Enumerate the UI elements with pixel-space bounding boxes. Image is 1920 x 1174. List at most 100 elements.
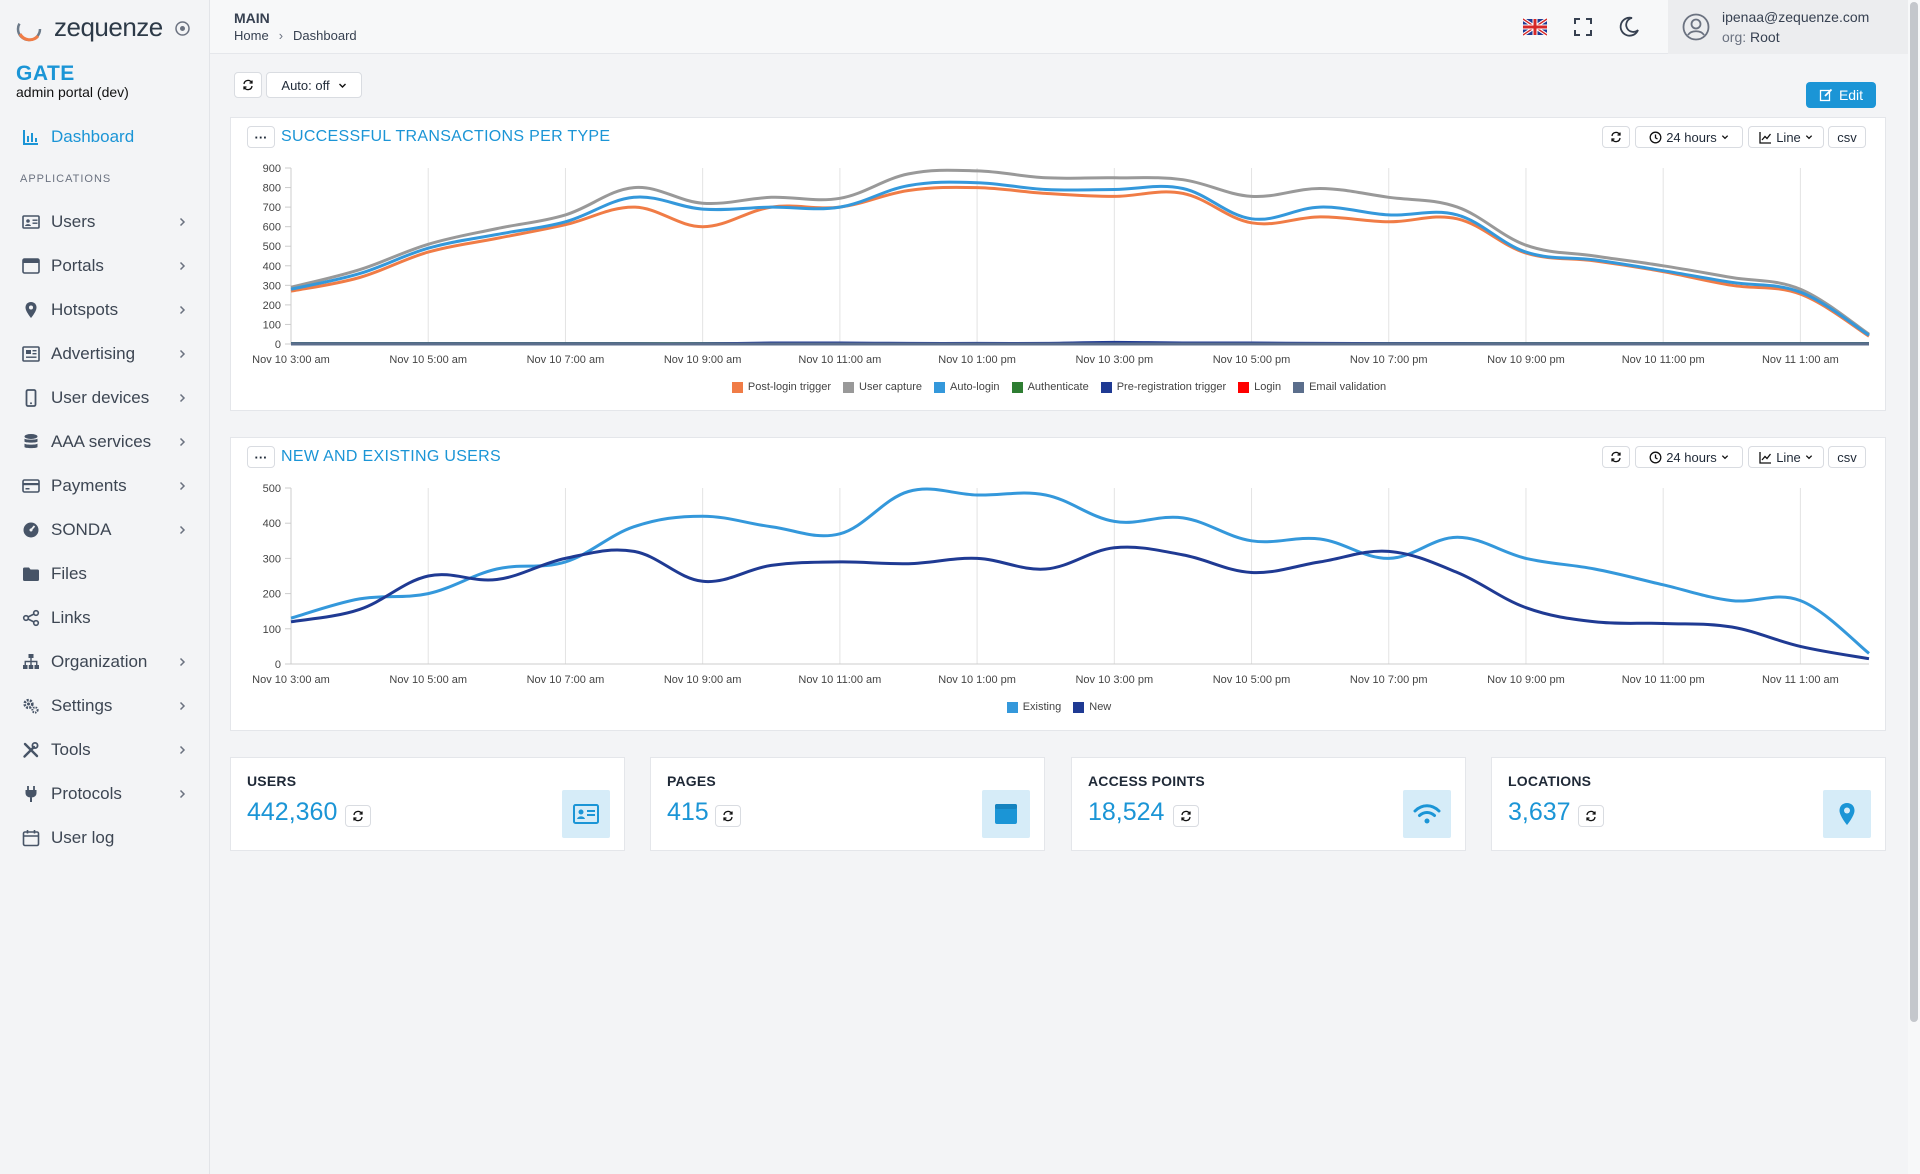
y-tick-label: 0	[275, 339, 281, 351]
sidebar-item-organization[interactable]: Organization	[0, 643, 200, 681]
legend-swatch	[843, 381, 855, 393]
legend-item[interactable]: Login	[1238, 381, 1281, 393]
sidebar-item-portals[interactable]: Portals	[0, 247, 200, 285]
logo[interactable]: zequenze	[14, 12, 199, 46]
time-range-label: 24 hours	[1666, 449, 1717, 465]
sidebar-item-label: Dashboard	[51, 127, 135, 146]
chart-type-dropdown[interactable]: Line	[1748, 446, 1824, 468]
series-line-existing[interactable]	[290, 487, 1870, 655]
uk-flag-icon[interactable]	[1523, 15, 1547, 39]
time-range-dropdown[interactable]: 24 hours	[1635, 446, 1743, 468]
breadcrumb-home[interactable]: Home	[234, 28, 269, 43]
legend-item[interactable]: Authenticate	[1011, 381, 1089, 393]
edit-dashboard-button[interactable]: Edit	[1806, 82, 1876, 108]
collapse-sidebar-icon[interactable]	[174, 20, 191, 37]
sidebar-item-user-devices[interactable]: User devices	[0, 379, 200, 417]
series-line-new[interactable]	[290, 545, 1870, 661]
x-tick-label: Nov 10 3:00 am	[252, 354, 330, 366]
chevron-down-icon	[338, 83, 346, 88]
stat-refresh-button[interactable]	[1578, 805, 1604, 827]
dark-mode-moon-icon[interactable]	[1617, 15, 1641, 39]
sidebar-item-protocols[interactable]: Protocols	[0, 775, 200, 813]
sidebar-item-hotspots[interactable]: Hotspots	[0, 291, 200, 329]
chart-refresh-button[interactable]	[1602, 446, 1630, 468]
stat-refresh-button[interactable]	[715, 805, 741, 827]
sidebar-item-label: Users	[51, 212, 96, 231]
panel-menu-button[interactable]: ···	[247, 126, 275, 148]
fullscreen-icon[interactable]	[1571, 15, 1595, 39]
y-tick-label: 800	[263, 183, 281, 195]
sidebar-item-links[interactable]: Links	[0, 599, 200, 637]
legend-item[interactable]: Pre-registration trigger	[1100, 381, 1227, 393]
chevron-down-icon	[1805, 455, 1812, 460]
auto-refresh-dropdown[interactable]: Auto: off	[266, 72, 362, 98]
x-tick-label: Nov 10 3:00 pm	[1075, 354, 1153, 366]
sidebar-item-sonda[interactable]: SONDA	[0, 511, 200, 549]
y-tick-label: 600	[263, 222, 281, 234]
sidebar-item-label: Payments	[51, 476, 127, 495]
refresh-icon	[723, 810, 733, 822]
legend-item[interactable]: Auto-login	[934, 381, 1000, 393]
chart-refresh-button[interactable]	[1602, 126, 1630, 148]
chevron-right-icon	[179, 525, 186, 535]
share-nodes-icon	[22, 609, 40, 627]
chevron-right-icon	[179, 745, 186, 755]
sidebar-item-label: Files	[51, 564, 87, 583]
series-line-user-capture[interactable]	[290, 168, 1870, 336]
chevron-right-icon	[179, 305, 186, 315]
x-tick-label: Nov 10 5:00 pm	[1213, 354, 1291, 366]
legend-item[interactable]: User capture	[843, 381, 922, 393]
refresh-icon	[1611, 451, 1621, 463]
sidebar-item-label: Portals	[51, 256, 104, 275]
sidebar-item-aaa-services[interactable]: AAA services	[0, 423, 200, 461]
sidebar-item-payments[interactable]: Payments	[0, 467, 200, 505]
legend-item[interactable]: Existing	[1006, 701, 1061, 713]
sidebar-item-label: User devices	[51, 388, 150, 407]
sidebar-item-users[interactable]: Users	[0, 203, 200, 241]
legend-label: User capture	[859, 381, 923, 393]
legend-item[interactable]: Post-login trigger	[731, 381, 831, 393]
legend-item[interactable]: New	[1073, 701, 1111, 713]
x-tick-label: Nov 10 5:00 am	[389, 674, 467, 686]
series-line-auto-login[interactable]	[290, 180, 1870, 337]
stat-refresh-button[interactable]	[345, 805, 371, 827]
legend-label: Pre-registration trigger	[1116, 381, 1227, 393]
chart-type-dropdown[interactable]: Line	[1748, 126, 1824, 148]
sidebar-item-settings[interactable]: Settings	[0, 687, 200, 725]
time-range-dropdown[interactable]: 24 hours	[1635, 126, 1743, 148]
chevron-right-icon	[179, 217, 186, 227]
sidebar-item-advertising[interactable]: Advertising	[0, 335, 200, 373]
tools-icon	[23, 742, 39, 758]
x-tick-label: Nov 10 11:00 pm	[1622, 674, 1705, 686]
id-card-icon	[562, 790, 610, 838]
chevron-down-icon	[1805, 135, 1812, 140]
user-menu[interactable]: ipenaa@zequenze.com org: Root	[1668, 0, 1908, 54]
sidebar-item-label: Tools	[51, 740, 91, 759]
line-chart-icon	[1759, 451, 1772, 464]
x-tick-label: Nov 10 9:00 pm	[1487, 354, 1565, 366]
sidebar-item-files[interactable]: Files	[0, 555, 200, 593]
csv-export-button[interactable]: csv	[1828, 446, 1866, 468]
y-tick-label: 300	[263, 553, 281, 565]
legend-label: Email validation	[1309, 381, 1387, 393]
sidebar-item-dashboard[interactable]: Dashboard	[0, 118, 200, 156]
refresh-icon	[1611, 131, 1621, 143]
sidebar: zequenze GATE admin portal (dev) Dashboa…	[0, 0, 210, 1174]
stat-refresh-button[interactable]	[1173, 805, 1199, 827]
breadcrumb-separator-icon: ›	[278, 28, 284, 43]
x-tick-label: Nov 10 11:00 am	[798, 674, 881, 686]
top-header: MAIN Home › Dashboard ipenaa@zequenze.co…	[210, 0, 1918, 54]
page-scrollbar[interactable]	[1908, 0, 1920, 1174]
y-tick-label: 400	[263, 518, 281, 530]
bar-chart-icon	[23, 130, 38, 145]
brand-subtitle: admin portal (dev)	[16, 84, 129, 100]
csv-export-button[interactable]: csv	[1828, 126, 1866, 148]
legend-item[interactable]: Email validation	[1293, 381, 1386, 393]
scrollbar-thumb[interactable]	[1910, 2, 1918, 1022]
chart-legend: Existing New	[231, 701, 1887, 713]
gears-icon	[23, 698, 39, 714]
sidebar-item-tools[interactable]: Tools	[0, 731, 200, 769]
sidebar-item-user-log[interactable]: User log	[0, 819, 200, 857]
refresh-all-button[interactable]	[234, 72, 262, 98]
panel-menu-button[interactable]: ···	[247, 446, 275, 468]
